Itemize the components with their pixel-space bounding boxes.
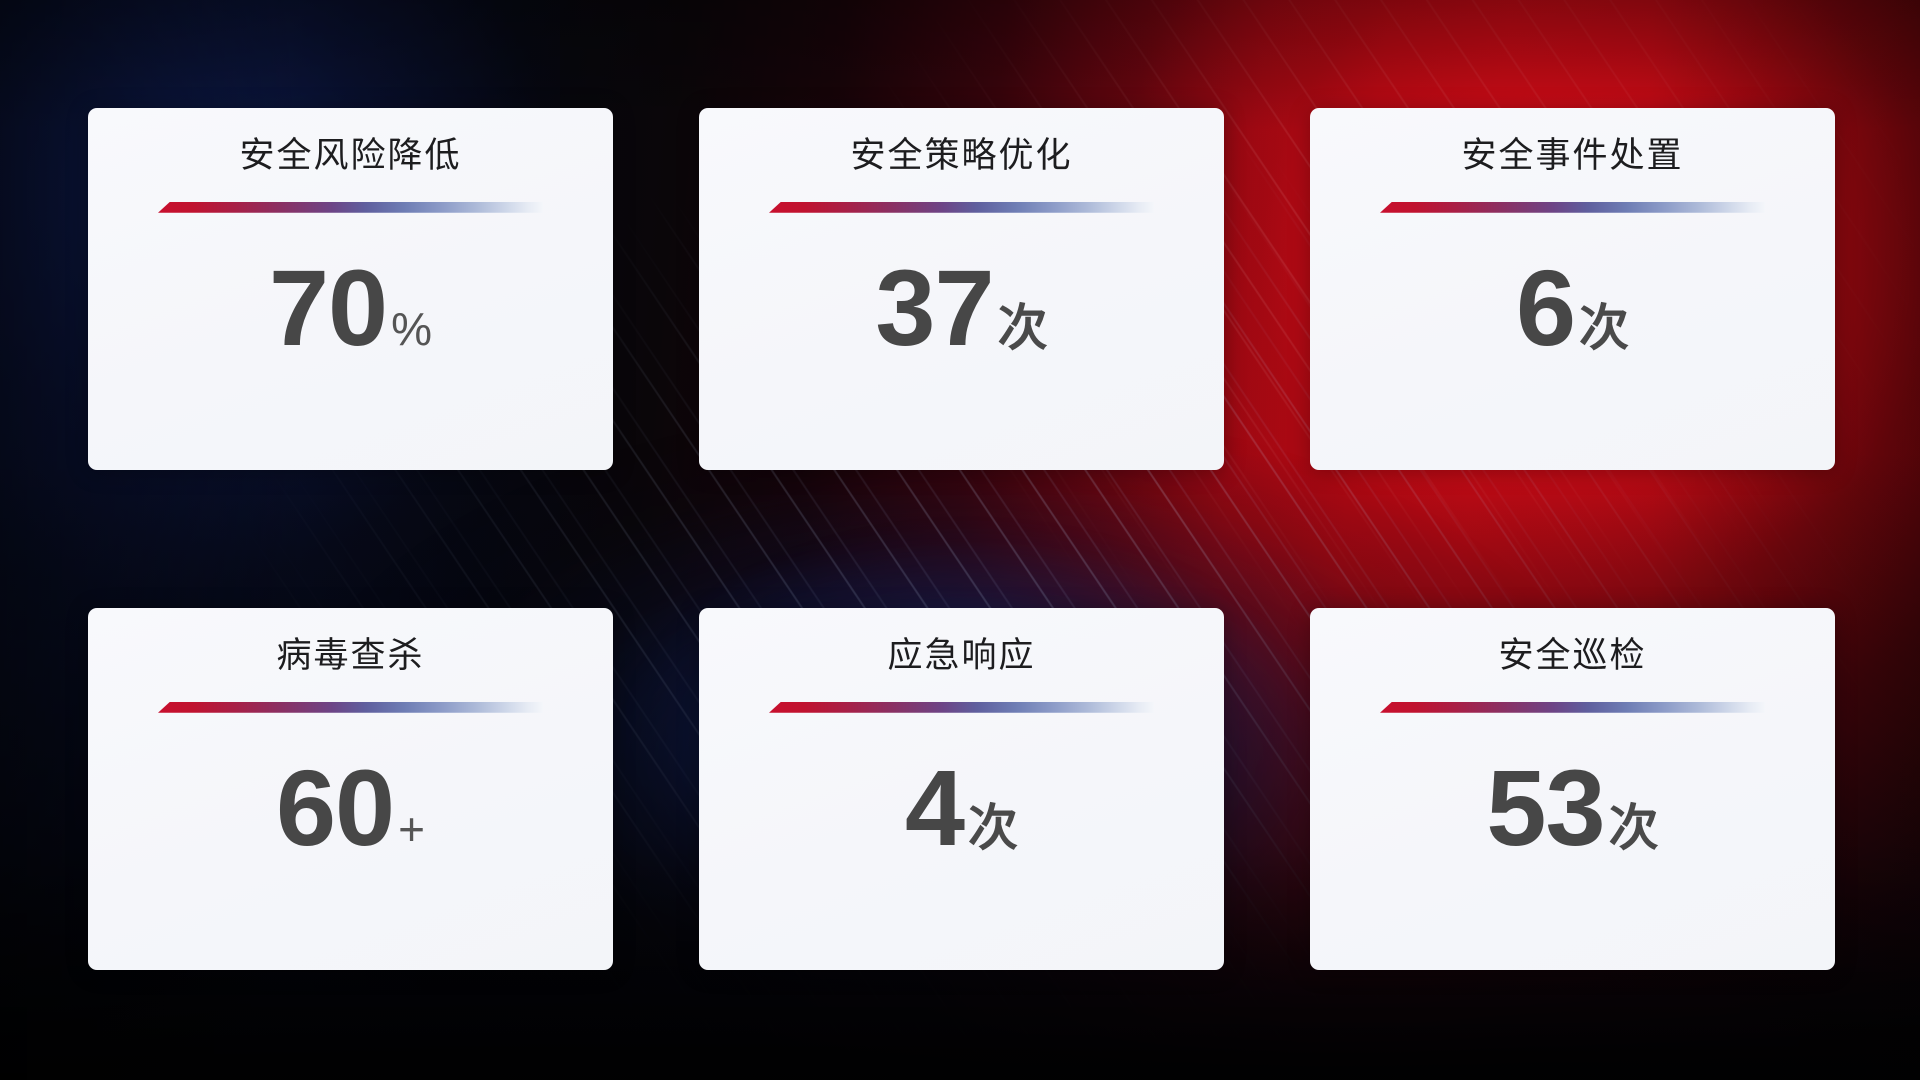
metric-card[interactable]: 安全策略优化 37 次 xyxy=(699,108,1224,470)
metric-card-gradient-rule xyxy=(1380,701,1765,714)
metric-card-gradient-rule xyxy=(769,701,1154,714)
metric-card-gradient-rule xyxy=(1380,201,1765,214)
metric-card-gradient-rule xyxy=(158,201,543,214)
gradient-rule-fill xyxy=(1380,201,1765,213)
metric-card-title: 应急响应 xyxy=(887,636,1036,675)
metric-card-value: 37 xyxy=(875,246,994,368)
metric-card-value: 4 xyxy=(904,746,965,868)
gradient-rule-fill xyxy=(158,201,543,213)
metric-card-gradient-rule xyxy=(769,201,1154,214)
gradient-rule-fill xyxy=(1380,701,1765,713)
metric-card-title: 安全风险降低 xyxy=(239,136,462,175)
metric-card-value: 60 xyxy=(275,746,395,868)
metric-card-value: 70 xyxy=(268,246,388,368)
metric-card-value-suffix: 次 xyxy=(968,799,1019,856)
gradient-rule-fill xyxy=(769,201,1154,213)
metric-card[interactable]: 安全风险降低 70% xyxy=(88,108,613,470)
metric-card[interactable]: 安全巡检 53 次 xyxy=(1310,608,1835,970)
gradient-rule-fill xyxy=(769,701,1154,713)
metric-card-value-row: 60 + xyxy=(275,746,425,868)
metric-card-value-row: 70% xyxy=(268,246,433,368)
metric-card-value-suffix: + xyxy=(398,802,425,855)
metric-card-gradient-rule xyxy=(158,701,543,714)
metric-card-value: 53 xyxy=(1486,746,1605,868)
metric-card-value-row: 53 次 xyxy=(1486,746,1659,868)
metric-card-title: 安全巡检 xyxy=(1498,636,1647,675)
metric-card-grid: 安全风险降低 70% 安全策略优化 37 次安全事件处置 6 次病毒查杀 60 + 应急响应 4 次安… xyxy=(88,108,1835,970)
metric-card-title: 安全事件处置 xyxy=(1461,136,1684,175)
metric-card-value-row: 37 次 xyxy=(875,246,1048,368)
metric-card[interactable]: 安全事件处置 6 次 xyxy=(1310,108,1835,470)
metric-card-value-suffix: % xyxy=(391,302,433,355)
metric-card-value-suffix: 次 xyxy=(1608,799,1659,856)
metric-card-title: 病毒查杀 xyxy=(276,636,425,675)
metric-card[interactable]: 应急响应 4 次 xyxy=(699,608,1224,970)
metric-card[interactable]: 病毒查杀 60 + xyxy=(88,608,613,970)
metric-card-title: 安全策略优化 xyxy=(850,136,1073,175)
gradient-rule-fill xyxy=(158,701,543,713)
metric-card-value: 6 xyxy=(1515,246,1576,368)
metric-card-value-suffix: 次 xyxy=(997,299,1048,356)
metric-card-value-suffix: 次 xyxy=(1579,299,1630,356)
